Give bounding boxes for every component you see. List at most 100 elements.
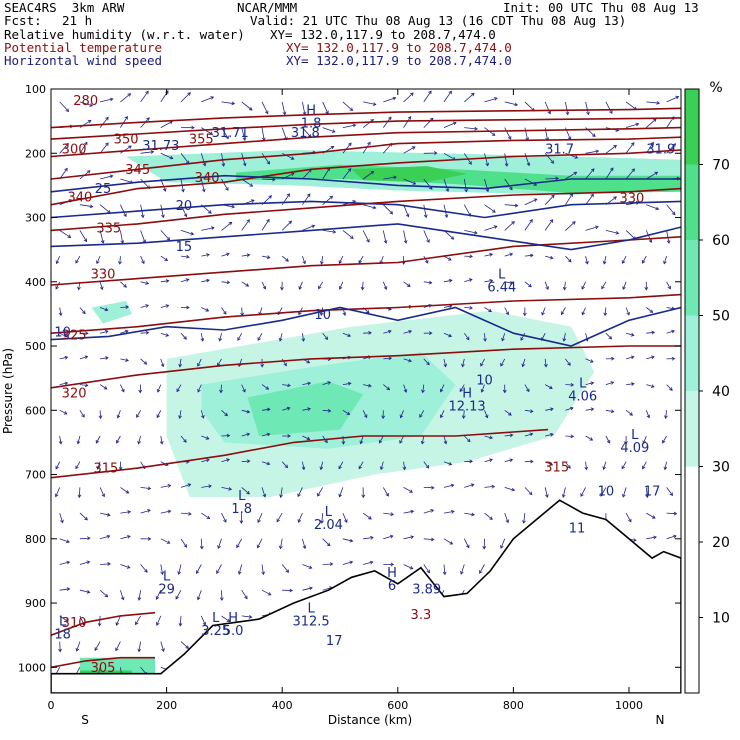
wind-vector-head — [590, 193, 594, 198]
wind-vector-head — [246, 459, 251, 464]
wind-vector — [545, 433, 554, 437]
wind-vector-head — [555, 176, 559, 181]
extremum-marker: L — [325, 505, 333, 520]
wind-vector-head — [244, 595, 248, 600]
wind-vector — [342, 409, 350, 415]
wind-contour-layer — [51, 174, 681, 347]
wind-vector-head — [266, 407, 271, 412]
wind-vector — [299, 281, 303, 290]
wind-vector-head — [228, 221, 233, 226]
wind-vector-head — [261, 571, 265, 576]
wind-vector-head — [257, 337, 261, 341]
wind-vector-head — [485, 188, 490, 193]
wind-vector-head — [642, 440, 647, 445]
wind-vector-head — [529, 409, 534, 413]
wind-vector — [55, 281, 61, 290]
wind-vector — [59, 101, 69, 112]
wind-vector — [665, 410, 667, 419]
colorbar-bin-2 — [685, 315, 699, 391]
wind-vector-head — [589, 437, 594, 441]
wind-vector — [423, 281, 432, 284]
wind-vector — [140, 178, 150, 189]
wind-vector-head — [426, 239, 430, 244]
wind-vector-head — [347, 167, 352, 172]
wind-vector — [544, 358, 547, 367]
wind-vector — [663, 255, 667, 264]
wind-vector-head — [367, 141, 371, 146]
wind-vector-head — [116, 414, 121, 419]
wind-vector — [339, 281, 344, 290]
wind-vector — [504, 101, 518, 106]
wind-vector — [279, 333, 283, 342]
wind-vector — [99, 487, 105, 497]
wind-vector-head — [361, 494, 366, 499]
wind-vector — [504, 221, 515, 231]
wind-vector-head — [101, 493, 105, 498]
wind-vector-head — [410, 535, 415, 539]
wind-vector-head — [514, 102, 519, 107]
wind-vector-head — [601, 285, 605, 290]
wind-vector — [625, 307, 630, 316]
wind-vector-head — [65, 108, 70, 112]
wind-vector — [180, 255, 190, 258]
wind-vector — [241, 153, 246, 166]
wind-vector — [160, 255, 168, 261]
wind-vector-head — [528, 491, 533, 496]
wind-vector — [481, 384, 485, 393]
wind-vector-head — [55, 285, 59, 290]
wind-vector-head — [349, 560, 354, 565]
colorbar-bin-5 — [685, 89, 699, 165]
terrain-layer — [51, 499, 681, 693]
wind-vector — [56, 255, 61, 264]
wind-vector — [625, 230, 636, 240]
wind-vector-head — [673, 511, 678, 516]
wind-vector — [160, 510, 171, 514]
wind-vector — [358, 461, 364, 469]
wind-vector — [625, 409, 633, 416]
wind-vector-head — [393, 175, 397, 180]
wind-vector-head — [109, 174, 114, 179]
wind-vector — [403, 92, 414, 103]
wind-vector — [423, 509, 434, 514]
wind-vector — [565, 461, 571, 469]
wind-vector-head — [350, 235, 354, 239]
wind-vector-head — [408, 329, 413, 334]
wind-vector — [524, 219, 533, 231]
wind-vector — [484, 153, 489, 166]
wind-vector — [77, 435, 81, 444]
wind-vector-head — [338, 286, 343, 290]
wind-vector-head — [580, 493, 584, 497]
extremum-value: 29 — [158, 582, 175, 597]
wind-vector — [440, 410, 445, 418]
wind-vector — [500, 538, 506, 549]
wind-vector-head — [570, 382, 575, 387]
wind-vector-head — [186, 305, 190, 310]
wind-vector — [524, 487, 533, 495]
wind-vector-head — [613, 196, 617, 200]
y-tick-label: 700 — [25, 469, 46, 482]
wind-vector-head — [630, 332, 635, 337]
wind-vector — [382, 230, 387, 244]
theta-contour-320 — [51, 345, 681, 389]
wind-vector-head — [567, 362, 571, 366]
wind-vector — [585, 382, 594, 385]
wind-vector-head — [202, 162, 207, 167]
wind-vector-head — [654, 171, 659, 176]
wind-vector-head — [89, 204, 94, 209]
wind-vector — [140, 564, 148, 573]
wind-vector-head — [550, 407, 554, 412]
wind-vector-head — [480, 389, 485, 393]
wind-vector-head — [570, 406, 574, 411]
wind-vector — [99, 615, 101, 626]
wind-vector-head — [237, 571, 242, 575]
wind-vector-head — [408, 358, 412, 363]
wind-vector — [160, 305, 169, 308]
wind-vector-head — [223, 311, 227, 315]
wind-vector-head — [83, 238, 87, 243]
wind-vector-head — [221, 163, 226, 167]
y-tick-label: 1000 — [18, 661, 46, 674]
wind-vector-head — [584, 466, 589, 471]
wind-vector — [261, 101, 269, 114]
wind-vector — [119, 256, 121, 265]
wind-vector-head — [615, 231, 620, 235]
